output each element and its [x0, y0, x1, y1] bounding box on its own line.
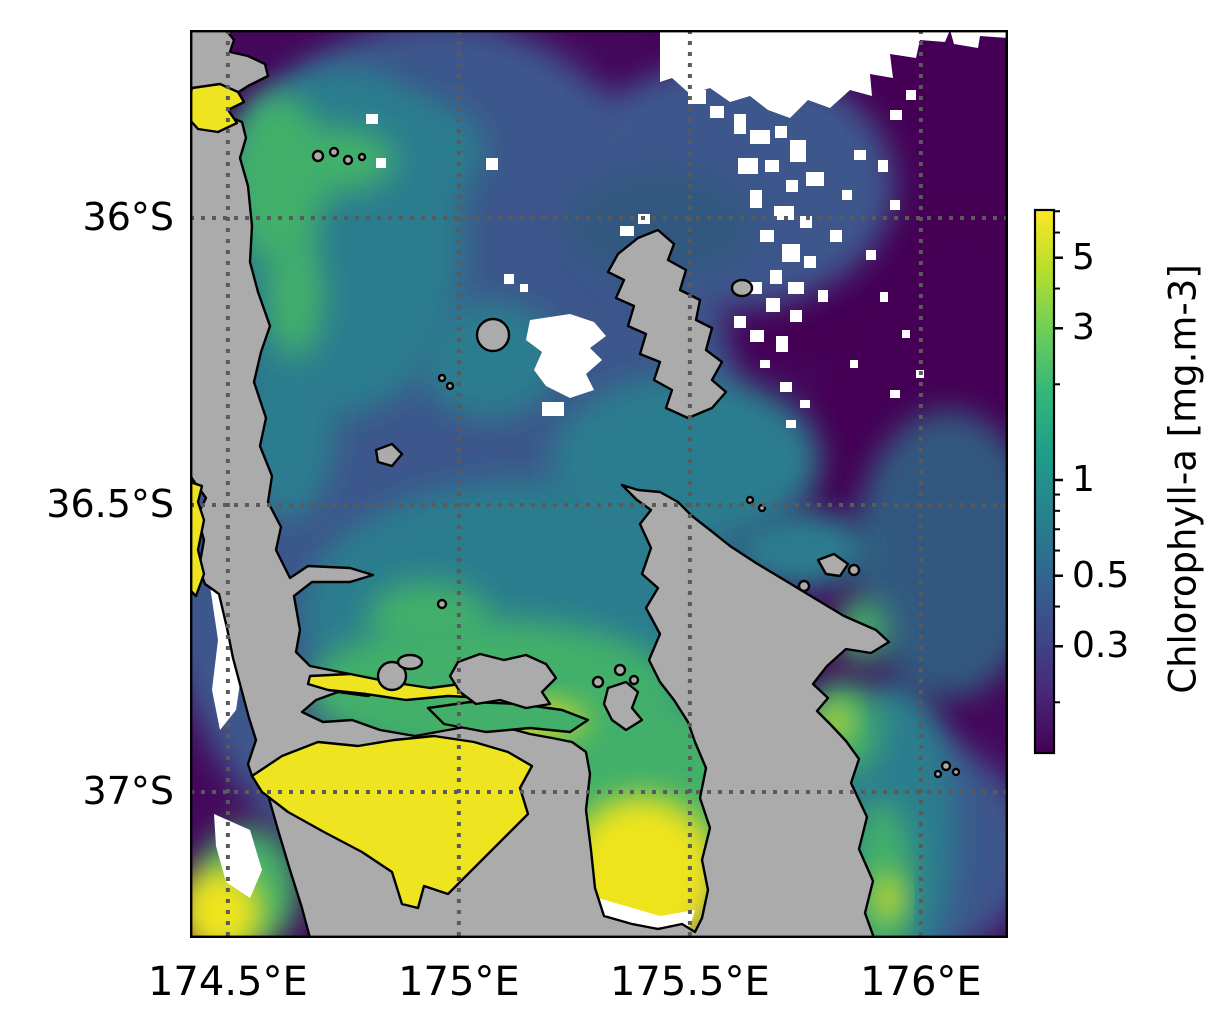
x-tick-176°E: 176°E — [860, 959, 982, 1005]
ponui-island-group — [602, 680, 644, 732]
firth-islet-1 — [613, 663, 627, 677]
coromandel-islet-1 — [745, 495, 755, 505]
island-ne-of-barrier — [730, 278, 754, 298]
aldermen-islet-1 — [940, 760, 952, 772]
tiritiri-islet — [436, 598, 448, 610]
mainland-north-island — [190, 30, 891, 938]
mokohinau-islet-1 — [437, 373, 447, 383]
hen-chicken-islet-4 — [357, 152, 367, 162]
x-tick-174.5°E: 174.5°E — [147, 959, 308, 1005]
y-tick-36°S: 36°S — [82, 195, 174, 240]
colorbar-tick-3: 3 — [1072, 307, 1095, 349]
colorbar-axis-label: Chlorophyll-a [mg.m-3] — [1161, 264, 1205, 694]
hen-chicken-islet-3 — [342, 154, 354, 166]
kawau-island — [374, 442, 404, 468]
y-tick-37°S: 37°S — [82, 769, 174, 814]
colorbar-gradient — [1033, 208, 1056, 755]
waiheke-island — [448, 652, 558, 710]
chlorophyll-map — [190, 30, 1008, 938]
colorbar-tick-0.3: 0.3 — [1072, 625, 1130, 667]
gridlines — [190, 30, 1008, 938]
mercury-islet-1 — [797, 579, 811, 593]
colorbar-tick-0.5: 0.5 — [1072, 554, 1130, 596]
aldermen-islet-2 — [951, 767, 961, 777]
rangitoto-island — [376, 660, 408, 692]
motutapu-island — [396, 653, 424, 671]
manukau-harbour — [250, 734, 534, 910]
map-frame — [190, 30, 1008, 938]
aldermen-islet-3 — [933, 769, 943, 779]
islet — [591, 675, 605, 689]
whangarei-harbour — [190, 82, 246, 134]
colorbar — [1033, 208, 1063, 755]
colorbar-tick-1: 1 — [1072, 459, 1095, 500]
colorbar-ticks — [1054, 210, 1063, 704]
x-tick-175.5°E: 175.5°E — [609, 959, 770, 1005]
mercury-island — [816, 552, 850, 578]
hen-chicken-islet-2 — [328, 146, 340, 158]
land-masses — [190, 30, 961, 938]
great-barrier-island — [606, 228, 728, 420]
x-tick-175°E: 175°E — [398, 959, 520, 1005]
mokohinau-islet-2 — [445, 381, 455, 391]
hen-chicken-islet-1 — [311, 149, 325, 163]
little-barrier-island — [475, 317, 511, 353]
map-area — [190, 30, 1008, 938]
colorbar-tick-5: 5 — [1072, 236, 1095, 278]
mercury-islet-2 — [847, 563, 861, 577]
y-tick-36.5°S: 36.5°S — [46, 482, 174, 527]
tamaki-strait — [426, 700, 590, 734]
firth-islet-2 — [628, 674, 640, 686]
